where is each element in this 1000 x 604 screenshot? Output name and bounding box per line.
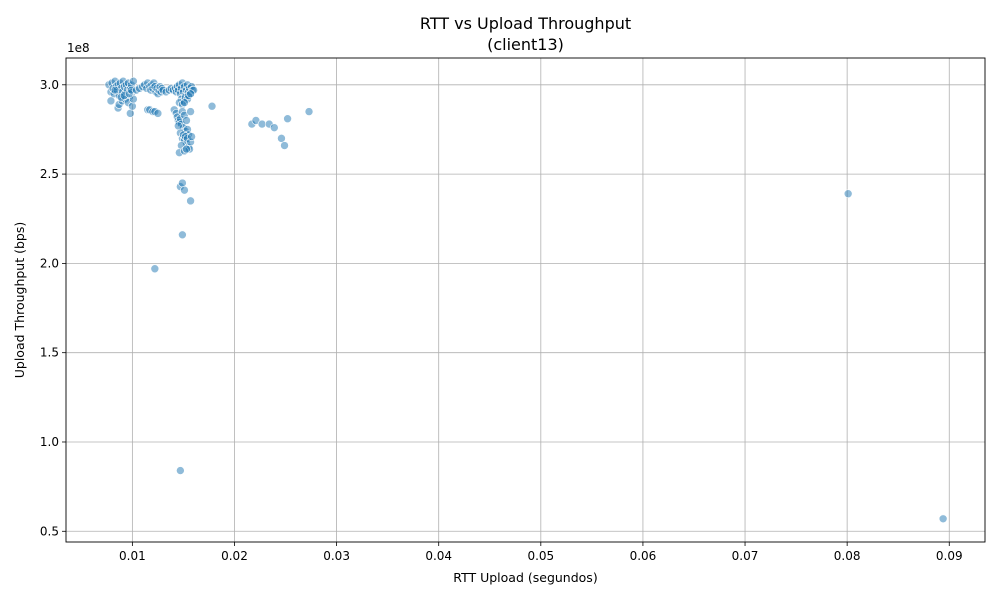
scatter-point [257, 119, 267, 129]
y-tick-label: 1.0 [40, 435, 59, 449]
x-tick-label: 0.09 [936, 549, 963, 563]
scatter-point [178, 178, 187, 188]
scatter-point [938, 514, 948, 524]
x-tick-label: 0.03 [323, 549, 350, 563]
y-tick-label: 0.5 [40, 524, 59, 538]
x-tick-label: 0.06 [630, 549, 657, 563]
scatter-point [180, 98, 189, 107]
y-tick-label: 3.0 [40, 78, 59, 92]
scatter-point [270, 123, 279, 132]
scatter-point [182, 144, 191, 154]
scatter-point [280, 141, 289, 150]
y-axis-label: Upload Throughput (bps) [12, 222, 27, 379]
y-tick-label: 1.5 [40, 346, 59, 360]
scatter-point [304, 107, 314, 116]
scatter-point [180, 185, 189, 195]
x-tick-label: 0.07 [732, 549, 759, 563]
scatter-point [283, 114, 292, 124]
scatter-point [187, 132, 196, 141]
scatter-point [126, 109, 135, 118]
scatter-point [174, 121, 183, 131]
x-tick-label: 0.05 [527, 549, 554, 563]
scatter-point [176, 466, 185, 475]
scatter-point [207, 101, 217, 111]
scatter-point [186, 89, 195, 99]
scatter-point [129, 76, 138, 86]
scatter-point [110, 85, 120, 95]
data-points [104, 76, 948, 524]
x-axis-label: RTT Upload (segundos) [453, 570, 597, 585]
chart-subtitle: (client13) [487, 35, 564, 54]
x-tick-label: 0.04 [425, 549, 452, 563]
y-tick-label: 2.5 [40, 167, 59, 181]
scatter-point [182, 116, 191, 125]
scatter-point [178, 230, 187, 240]
x-tick-label: 0.08 [834, 549, 861, 563]
scatter-point [186, 196, 195, 206]
x-tick-label: 0.01 [119, 549, 146, 563]
y-tick-label: 2.0 [40, 256, 59, 270]
y-axis-offset-label: 1e8 [67, 41, 90, 55]
x-tick-label: 0.02 [221, 549, 248, 563]
scatter-point [150, 264, 160, 274]
scatter-point [843, 189, 853, 199]
scatter-point [153, 109, 163, 118]
scatter-point [186, 107, 195, 116]
chart-title: RTT vs Upload Throughput [420, 14, 631, 33]
plot-area-frame [65, 57, 986, 543]
scatter-point [128, 101, 137, 111]
grid [66, 58, 985, 542]
axis-ticks: 0.01 0.02 0.03 0.04 0.05 0.06 0.07 0.08 0.09 0.5 1… [40, 78, 963, 563]
scatter-point [277, 134, 286, 143]
scatter-point [106, 96, 116, 106]
